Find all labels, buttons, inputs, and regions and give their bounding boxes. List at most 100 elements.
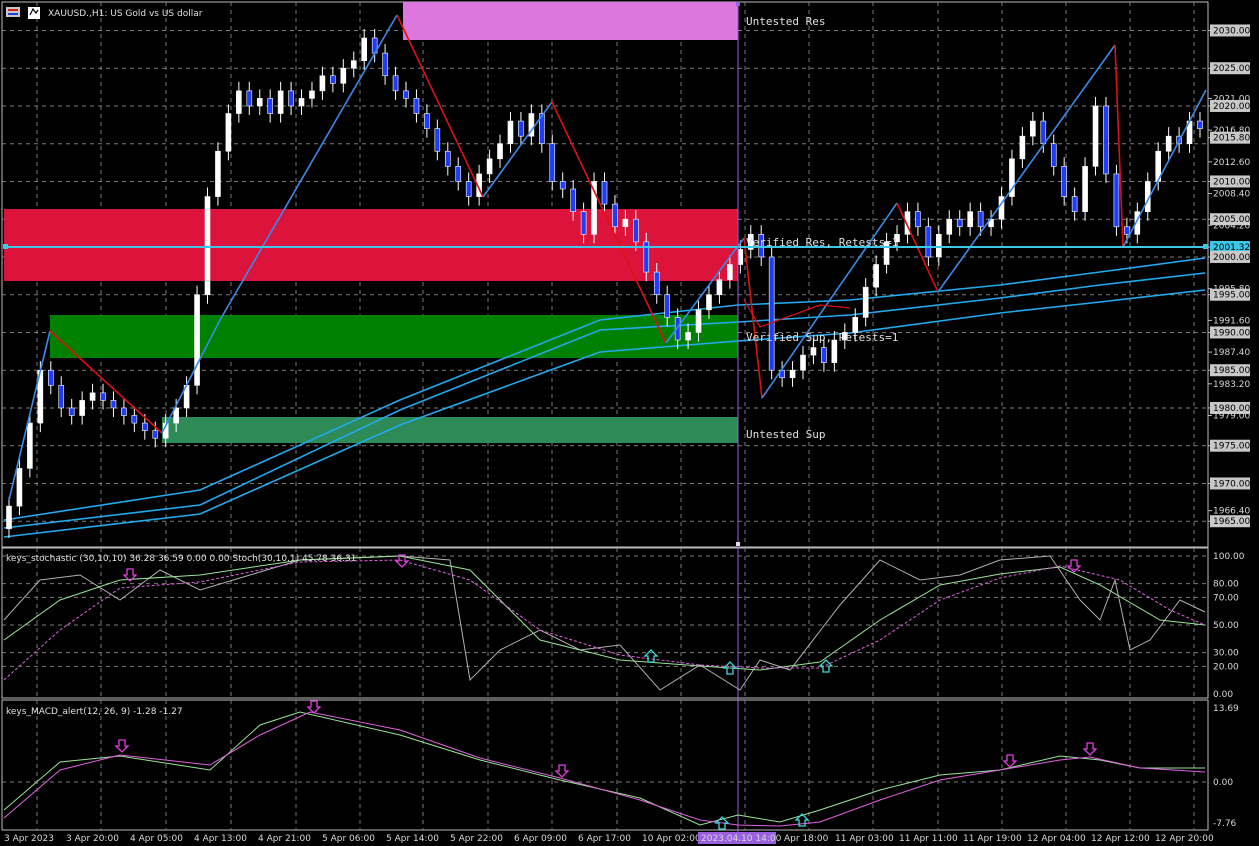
buy-arrow-icon [794,813,810,827]
bull-candle [904,211,911,235]
stoch-title: keys_stochastic (30,10,10) 36.28 36.59 0… [6,554,356,564]
price-axis-label: 2000.00 [1213,253,1250,263]
bull-candle [27,422,33,469]
time-axis-label: 4 Apr 13:00 [194,834,247,844]
time-axis-label: 12 Apr 04:00 [1027,834,1086,844]
time-axis-label: 10 Apr 02:00 [642,834,701,844]
verified-sup-zone [50,315,738,358]
time-axis-label: 12 Apr 12:00 [1091,834,1150,844]
price-level-box [1210,24,1250,37]
zigzag-down-segment [396,14,484,198]
zigzag-down-segment [49,330,163,434]
bear-candle [601,181,608,205]
bear-candle [434,128,441,152]
signal-arrows [114,554,1098,830]
price-line-handle-right[interactable] [1203,244,1208,249]
price-axis-label: 2010.00 [1213,177,1250,187]
time-axis-label: 6 Apr 09:00 [514,834,567,844]
price-axis-label: 1970.00 [1213,479,1250,489]
zigzag-up-segment [937,44,1116,293]
price-axis-label: 1987.40 [1213,348,1250,358]
bull-candle [215,150,221,197]
price-axis-label: 1983.20 [1213,380,1250,390]
time-axis-label: 11 Apr 19:00 [963,834,1022,844]
bear-candle [518,120,524,137]
one-click-trading-icon[interactable] [28,7,40,19]
grid-lines [1,1,1209,831]
price-axis-label: 1991.60 [1213,316,1250,326]
time-axis-label: 11 Apr 11:00 [899,834,958,844]
bull-candle [497,143,503,160]
bull-candle [528,113,535,137]
bear-candle [392,75,399,92]
price-level-box [1210,515,1250,528]
bear-candle [612,203,618,228]
bull-candle [883,241,890,265]
price-line-handle-left[interactable] [3,244,8,249]
zigzag-down-segment [1114,44,1124,248]
bull-candle [486,158,493,175]
bear-candle [643,241,650,273]
bull-candle [716,279,723,296]
bull-candle [967,211,973,228]
price-axis-label: 2030.00 [1213,26,1250,36]
panel-frame [1,547,1209,699]
bear-candle [1040,120,1047,145]
time-axis-label: 3 Apr 2023 [4,834,54,844]
untested-res-label: Untested Res [746,15,825,28]
time-axis-label: 5 Apr 22:00 [450,834,503,844]
zigzag-up-segment [761,202,898,399]
bull-candle [204,196,211,296]
bull-candle [936,234,942,258]
macd-axis-label: 13.69 [1213,704,1239,714]
price-level-box [1210,477,1250,490]
bear-candle [1197,120,1203,129]
bull-candle [309,90,315,99]
bear-candle [758,234,765,258]
candlesticks [6,28,1203,538]
symbol-title: XAUUSD.,H1: US Gold vs US dollar [48,9,203,19]
price-level-box [1210,131,1250,144]
bull-candle [340,67,347,84]
vertical-marker-handle-top[interactable] [736,2,740,6]
vertical-marker-handle[interactable] [736,542,740,546]
verified-sup-label: Verified Sup, Retests=1 [746,331,898,344]
cursor-time-label: 2023.04.10 14:00 [701,834,782,844]
sell-arrow-icon [394,554,410,568]
stoch-axis-label: 80.00 [1213,580,1239,590]
chart-type-icon[interactable] [6,7,20,17]
bear-candle [915,211,921,228]
bull-candle [894,234,900,243]
macd-title: keys_MACD_alert(12, 26, 9) -1.28 -1.27 [6,707,183,717]
stoch-d-line [3,559,1206,681]
zigzag-down-segment [743,299,851,328]
time-axis-label: 4 Apr 21:00 [258,834,311,844]
sell-arrow-icon [1082,742,1098,756]
macd-axis-label: -7.76 [1213,819,1237,829]
bull-candle [6,505,12,530]
bull-candle [706,294,712,311]
bull-candle [810,347,817,356]
time-axis-label: 5 Apr 14:00 [386,834,439,844]
current-price-box [1210,241,1250,253]
bull-candle [946,218,953,235]
untested-res-zone [403,2,738,40]
time-axis-label: 5 Apr 06:00 [322,834,375,844]
bear-candle [246,90,253,107]
bear-candle [1113,173,1120,228]
bear-candle [465,181,472,197]
bull-candle [591,181,597,235]
bull-candle [747,234,754,250]
price-axis-label: 1980.00 [1213,404,1250,414]
time-axis-label: 12 Apr 20:00 [1155,834,1214,844]
price-level-box [1210,326,1250,339]
stoch-axis-label: 70.00 [1213,593,1239,603]
bull-candle [737,249,744,265]
bull-candle [789,369,796,379]
zigzag-up-segment [1122,89,1207,248]
sell-arrow-icon [306,700,322,714]
time-axis-label: Apr 18:00 [784,834,829,844]
price-axis-label: 2025.00 [1213,64,1250,74]
bull-candle [862,286,869,318]
